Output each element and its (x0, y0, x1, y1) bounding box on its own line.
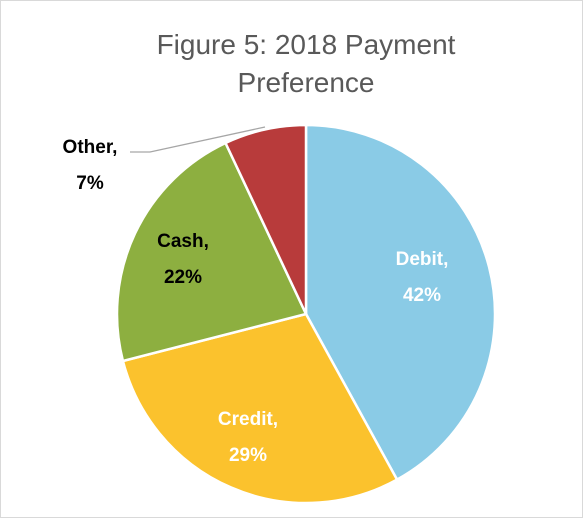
data-label: Other, 7% (63, 137, 118, 194)
label-value: 22% (164, 267, 202, 288)
data-label: Credit, 29% (218, 409, 278, 466)
pie-slice (121, 312, 399, 505)
data-label: Debit, 42% (396, 249, 449, 306)
label-category: Credit, (218, 409, 278, 430)
pie-slice (223, 123, 308, 315)
leader-line (130, 126, 266, 153)
label-value: 29% (229, 445, 267, 466)
pie-slice (115, 141, 308, 363)
label-category: Other, (63, 137, 118, 158)
label-value: 7% (76, 173, 104, 194)
label-value: 42% (403, 285, 441, 306)
chart-title: Figure 5: 2018 Payment Preference (157, 29, 456, 98)
pie-slice (304, 123, 497, 482)
label-category: Debit, (396, 249, 449, 270)
data-label: Cash, 22% (157, 231, 209, 288)
label-category: Cash, (157, 231, 209, 252)
